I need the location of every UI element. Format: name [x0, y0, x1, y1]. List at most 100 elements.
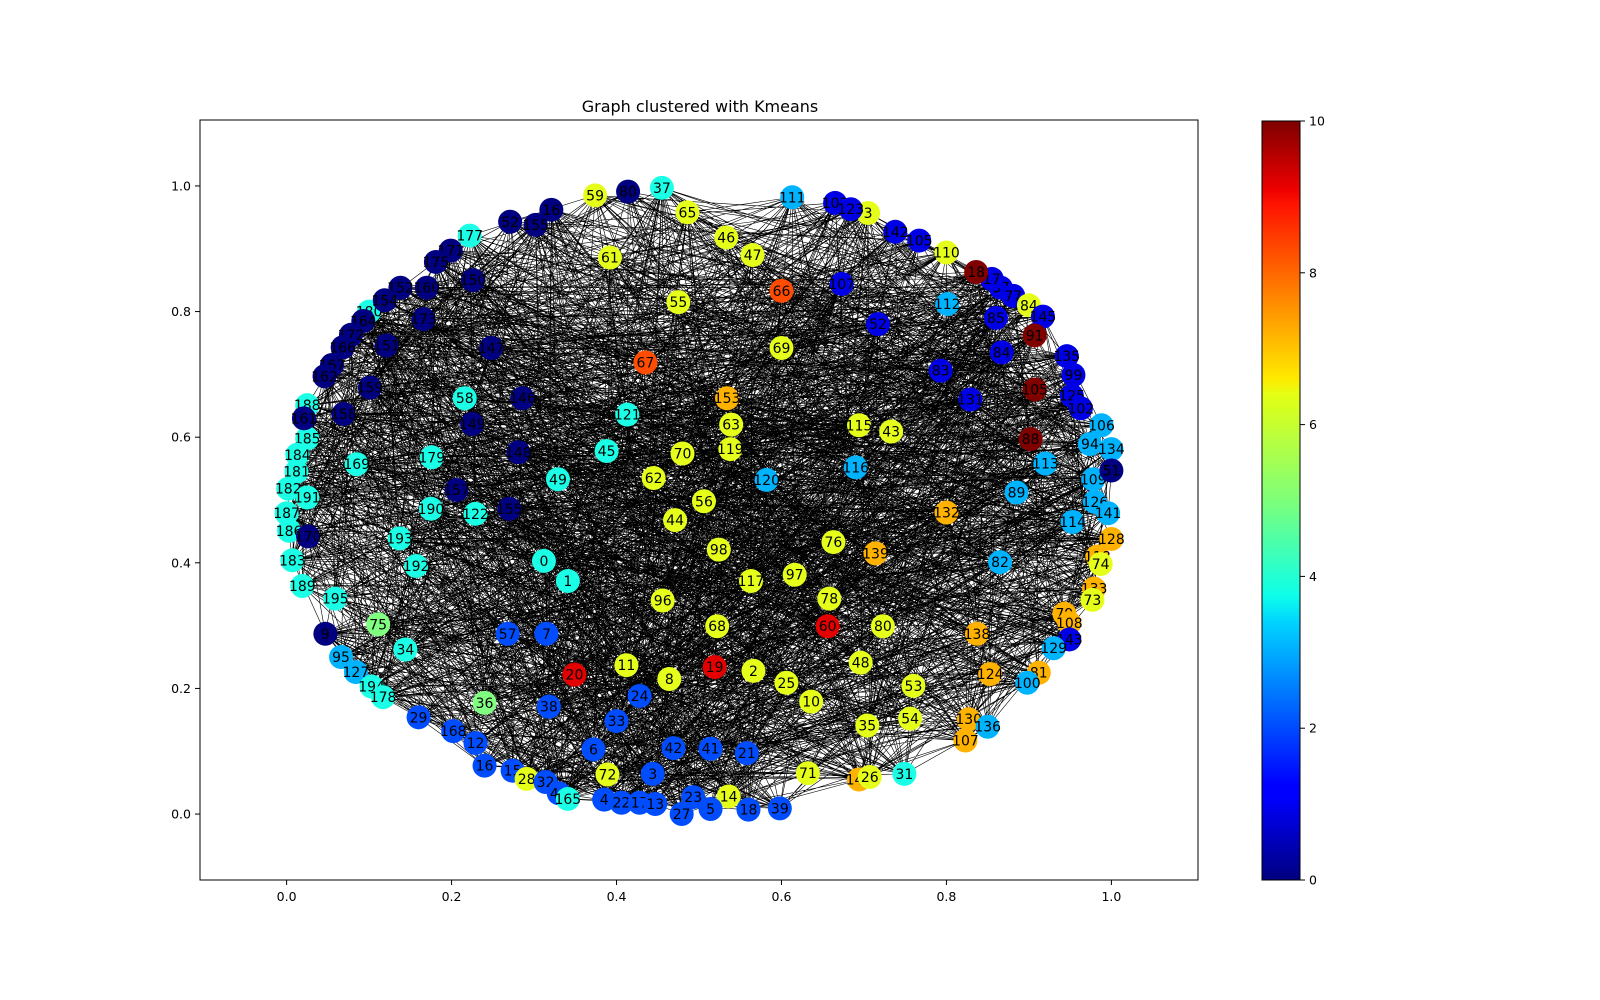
node-label: 66	[773, 284, 791, 300]
graph-node: 83	[928, 358, 953, 383]
node-marker	[782, 562, 807, 587]
x-tick-label: 0.8	[936, 889, 956, 904]
node-label: 44	[666, 513, 684, 529]
graph-node: 22	[609, 790, 634, 815]
node-label: 29	[410, 710, 428, 726]
node-label: 94	[1081, 437, 1099, 453]
node-label: 83	[932, 364, 950, 380]
node-label: 141	[1095, 506, 1122, 522]
graph-node: 5	[698, 797, 723, 822]
graph-node: 97	[782, 562, 807, 587]
node-label: 155	[522, 218, 549, 234]
graph-node: 191	[294, 485, 321, 510]
node-label: 89	[1008, 485, 1026, 501]
graph-node: 190	[418, 496, 444, 521]
graph-node: 51	[1099, 458, 1124, 483]
graph-node: 69	[769, 336, 794, 360]
graph-node: 0	[531, 548, 556, 573]
node-label: 123	[837, 202, 864, 218]
node-marker	[901, 673, 926, 698]
node-label: 168	[440, 724, 467, 740]
node-label: 95	[332, 650, 350, 666]
node-label: 52	[869, 317, 887, 333]
node-label: 84	[993, 345, 1011, 361]
graph-node: 41	[698, 736, 723, 761]
node-label: 108	[1056, 616, 1083, 632]
node-marker	[404, 553, 429, 578]
colorbar-tick-label: 0	[1309, 873, 1317, 888]
node-marker	[423, 249, 448, 274]
graph-node: 28	[514, 766, 539, 791]
graph-node: 26	[857, 764, 882, 789]
node-marker	[666, 290, 691, 315]
graph-node: 21	[734, 741, 759, 766]
node-label: 105	[1021, 382, 1048, 398]
graph-node: 89	[1004, 480, 1029, 505]
node-marker	[1099, 526, 1124, 551]
node-marker	[506, 440, 531, 465]
node-marker	[650, 588, 675, 613]
node-label: 179	[418, 450, 445, 466]
graph-node: 192	[403, 553, 429, 578]
graph-node: 170	[295, 524, 322, 549]
graph-node: 178	[370, 685, 396, 710]
graph-node: 6	[581, 737, 606, 762]
node-marker	[821, 530, 846, 555]
node-label: 128	[1098, 532, 1125, 548]
node-label: 139	[862, 546, 889, 562]
colorbar	[1261, 120, 1301, 881]
node-marker	[1099, 437, 1124, 462]
graph-node: 29	[406, 705, 431, 730]
node-marker	[663, 508, 688, 533]
node-label: 71	[799, 766, 817, 782]
graph-node: 110	[933, 240, 960, 265]
node-label: 117	[738, 574, 765, 590]
node-label: 56	[695, 494, 713, 510]
graph-node: 173	[410, 307, 437, 332]
node-label: 150	[460, 273, 487, 289]
node-label: 57	[499, 627, 517, 643]
node-marker	[457, 223, 482, 248]
node-label: 122	[462, 507, 489, 523]
node-marker	[510, 386, 535, 411]
node-marker	[313, 621, 338, 646]
graph-node: 67	[633, 350, 658, 375]
node-marker	[460, 412, 485, 436]
node-label: 38	[540, 700, 558, 716]
node-label: 170	[295, 529, 322, 545]
node-label: 12	[467, 736, 485, 752]
node-label: 99	[1065, 368, 1083, 384]
node-marker	[691, 489, 716, 514]
node-marker	[331, 401, 356, 426]
node-marker	[964, 260, 989, 284]
node-marker	[614, 653, 639, 678]
node-marker	[865, 312, 890, 337]
node-marker	[633, 350, 658, 375]
node-marker	[738, 569, 763, 594]
graph-node: 122	[462, 501, 489, 526]
node-marker	[734, 741, 759, 766]
graph-node: 2	[741, 658, 766, 683]
node-marker	[649, 175, 674, 200]
graph-node: 128	[1098, 526, 1125, 551]
node-label: 4	[600, 793, 609, 809]
graph-node: 88	[1018, 427, 1043, 452]
node-marker	[736, 797, 761, 822]
graph-node: 47	[740, 243, 765, 268]
node-label: 142	[882, 225, 909, 241]
graph-node: 149	[459, 412, 486, 436]
node-label: 182	[275, 482, 302, 498]
node-marker	[594, 439, 619, 464]
graph-node: 96	[650, 588, 675, 613]
graph-node: 82	[988, 550, 1013, 575]
node-label: 10	[802, 695, 820, 711]
graph-node: 115	[846, 413, 872, 438]
node-marker	[330, 335, 355, 360]
node-label: 160	[413, 281, 440, 297]
node-marker	[774, 670, 799, 695]
node-marker	[719, 412, 744, 437]
graph-node: 124	[977, 661, 1004, 686]
graph-node: 59	[583, 183, 608, 208]
node-label: 43	[882, 425, 900, 441]
